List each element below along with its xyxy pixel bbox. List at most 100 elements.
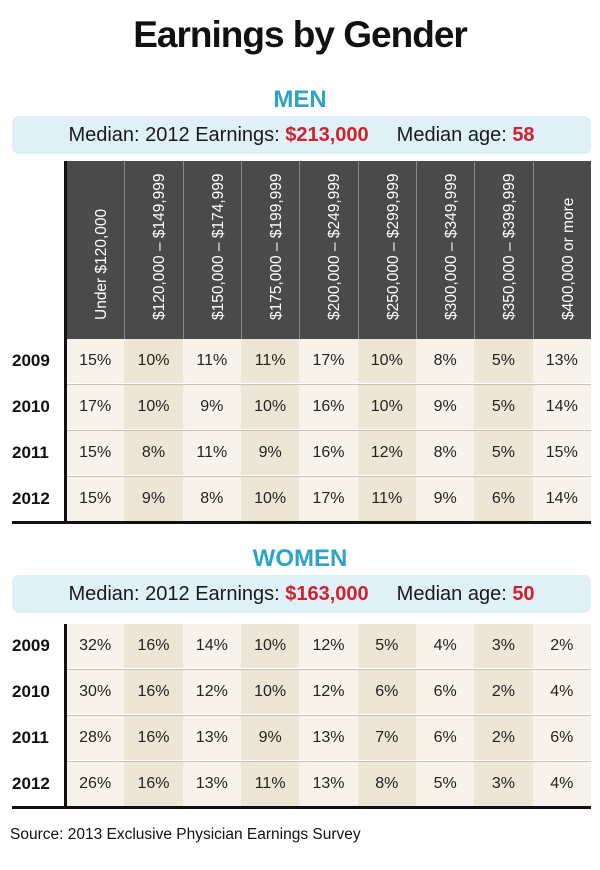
table-cell: 28% bbox=[66, 716, 125, 760]
table-cell: 10% bbox=[240, 624, 300, 668]
table-cell: 17% bbox=[299, 339, 358, 383]
table-cell: 14% bbox=[532, 477, 591, 521]
table-cell: 30% bbox=[66, 670, 125, 714]
men-section-title: MEN bbox=[273, 86, 327, 113]
table-cell: 4% bbox=[532, 762, 591, 806]
table-cell: 10% bbox=[124, 339, 183, 383]
table-cell: 8% bbox=[415, 431, 475, 475]
table-cell: 8% bbox=[182, 477, 241, 521]
table-cell: 16% bbox=[124, 624, 183, 668]
column-separator bbox=[357, 161, 359, 339]
table-cell: 5% bbox=[474, 385, 533, 429]
table-cell: 8% bbox=[357, 762, 416, 806]
column-separator bbox=[299, 161, 301, 339]
table-cell: 8% bbox=[124, 431, 183, 475]
table-cell: 15% bbox=[66, 431, 125, 475]
table-bottom-rule bbox=[12, 521, 591, 524]
row-year-label: 2009 bbox=[12, 636, 50, 655]
column-header-label: $175,000 – $199,999 bbox=[268, 173, 286, 320]
table-cell: 13% bbox=[532, 339, 591, 383]
table-cell: 10% bbox=[357, 339, 416, 383]
table-cell: 11% bbox=[182, 339, 241, 383]
column-separator bbox=[474, 161, 476, 339]
column-header-label: $200,000 – $249,999 bbox=[326, 173, 344, 320]
row-year-label: 2012 bbox=[12, 489, 50, 508]
table-cell: 15% bbox=[66, 477, 125, 521]
table-cell: 16% bbox=[124, 670, 183, 714]
column-header-label: $350,000 – $399,999 bbox=[501, 173, 519, 320]
table-cell: 11% bbox=[357, 477, 416, 521]
table-cell: 6% bbox=[415, 716, 475, 760]
women-median-bar: Median: 2012 Earnings: $163,000 Median ag… bbox=[12, 575, 591, 613]
table-cell: 13% bbox=[182, 716, 241, 760]
table-cell: 10% bbox=[240, 477, 300, 521]
column-separator bbox=[240, 161, 242, 339]
column-header-block bbox=[66, 161, 591, 339]
table-cell: 14% bbox=[532, 385, 591, 429]
men-median-earnings-label: Median: 2012 Earnings: bbox=[68, 123, 280, 146]
table-cell: 5% bbox=[474, 431, 533, 475]
table-cell: 6% bbox=[357, 670, 416, 714]
women-median-age-label: Median age: bbox=[396, 582, 507, 605]
table-cell: 11% bbox=[240, 339, 300, 383]
row-year-label: 2010 bbox=[12, 397, 50, 416]
table-cell: 13% bbox=[299, 716, 358, 760]
table-cell: 16% bbox=[124, 762, 183, 806]
table-cell: 16% bbox=[299, 385, 358, 429]
table-cell: 3% bbox=[474, 624, 533, 668]
table-cell: 16% bbox=[299, 431, 358, 475]
table-cell: 4% bbox=[415, 624, 475, 668]
row-divider bbox=[66, 430, 591, 431]
table-cell: 17% bbox=[299, 477, 358, 521]
column-header: $250,000 – $299,999 bbox=[358, 161, 416, 339]
table-cell: 12% bbox=[357, 431, 416, 475]
table-cell: 9% bbox=[182, 385, 241, 429]
table-cell: 16% bbox=[124, 716, 183, 760]
table-cell: 9% bbox=[240, 716, 300, 760]
table-cell: 2% bbox=[532, 624, 591, 668]
table-cell: 11% bbox=[240, 762, 300, 806]
table-cell: 3% bbox=[474, 762, 533, 806]
column-separator bbox=[415, 161, 417, 339]
table-cell: 10% bbox=[240, 670, 300, 714]
table-cell: 13% bbox=[182, 762, 241, 806]
column-separator bbox=[182, 161, 184, 339]
table-cell: 2% bbox=[474, 670, 533, 714]
column-header-label: $250,000 – $299,999 bbox=[384, 173, 402, 320]
table-cell: 7% bbox=[357, 716, 416, 760]
row-divider bbox=[66, 384, 591, 385]
table-left-rule bbox=[64, 624, 67, 806]
table-cell: 6% bbox=[415, 670, 475, 714]
table-cell: 10% bbox=[240, 385, 300, 429]
table-cell: 12% bbox=[182, 670, 241, 714]
table-cell: 12% bbox=[299, 624, 358, 668]
table-cell: 6% bbox=[532, 716, 591, 760]
column-header-label: $300,000 – $349,999 bbox=[443, 173, 461, 320]
column-header-label: $150,000 – $174,999 bbox=[209, 173, 227, 320]
column-header: $150,000 – $174,999 bbox=[183, 161, 241, 339]
table-bottom-rule bbox=[12, 806, 591, 809]
column-separator bbox=[532, 161, 534, 339]
column-header-label: $120,000 – $149,999 bbox=[151, 173, 169, 320]
table-cell: 5% bbox=[474, 339, 533, 383]
table-cell: 9% bbox=[415, 385, 475, 429]
row-year-label: 2011 bbox=[12, 728, 49, 747]
column-header-label: Under $120,000 bbox=[93, 208, 111, 320]
women-median-earnings-label: Median: 2012 Earnings: bbox=[68, 582, 280, 605]
row-year-label: 2010 bbox=[12, 682, 50, 701]
table-cell: 12% bbox=[299, 670, 358, 714]
table-cell: 11% bbox=[182, 431, 241, 475]
table-cell: 17% bbox=[66, 385, 125, 429]
table-cell: 9% bbox=[415, 477, 475, 521]
column-separator bbox=[124, 161, 126, 339]
row-divider bbox=[66, 715, 591, 716]
table-cell: 5% bbox=[415, 762, 475, 806]
row-year-label: 2012 bbox=[12, 774, 50, 793]
row-divider bbox=[66, 476, 591, 477]
men-median-age-value: 58 bbox=[512, 123, 535, 146]
column-header: $120,000 – $149,999 bbox=[124, 161, 182, 339]
men-median-earnings-value: $213,000 bbox=[285, 123, 369, 146]
table-cell: 10% bbox=[357, 385, 416, 429]
women-section-title: WOMEN bbox=[252, 545, 348, 572]
table-cell: 5% bbox=[357, 624, 416, 668]
